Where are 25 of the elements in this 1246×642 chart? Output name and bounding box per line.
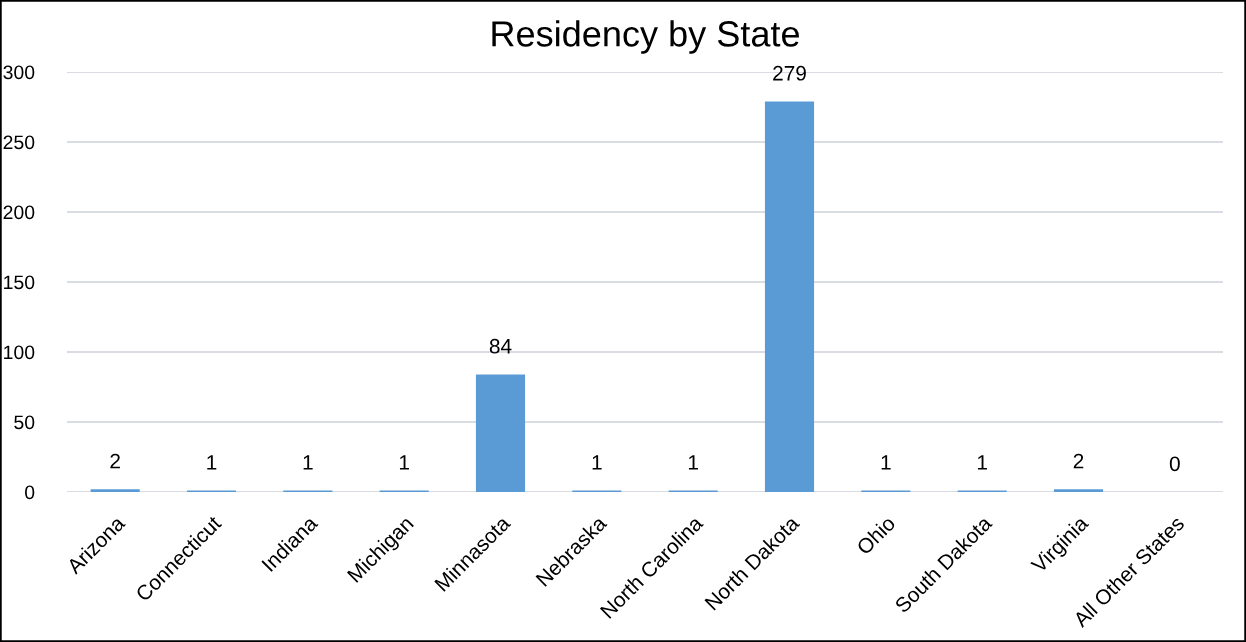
y-tick-label: 0 — [25, 485, 35, 500]
data-label: 1 — [881, 455, 891, 470]
data-label: 0 — [1169, 456, 1180, 472]
y-tick-label: 250 — [3, 135, 35, 150]
data-label: 2 — [110, 453, 120, 469]
data-label: 1 — [399, 455, 409, 470]
data-label: 279 — [773, 65, 806, 81]
data-label: 84 — [489, 338, 512, 354]
x-tick-label: Ohio — [855, 514, 897, 556]
data-label: 1 — [592, 455, 602, 470]
data-label: 1 — [977, 455, 987, 470]
y-tick-label: 300 — [3, 65, 35, 80]
y-tick-label: 50 — [14, 415, 35, 430]
y-tick-label: 100 — [4, 345, 35, 360]
bar — [475, 374, 526, 492]
chart-title: Residency by State — [492, 20, 799, 54]
data-label: 1 — [303, 455, 313, 470]
y-tick-label: 150 — [4, 275, 35, 290]
data-label: 2 — [1073, 453, 1084, 469]
data-label: 1 — [688, 455, 698, 470]
y-tick-label: 200 — [3, 205, 35, 220]
bar — [764, 101, 815, 492]
data-label: 1 — [207, 455, 217, 470]
bar — [1053, 489, 1104, 492]
bar — [90, 489, 140, 492]
